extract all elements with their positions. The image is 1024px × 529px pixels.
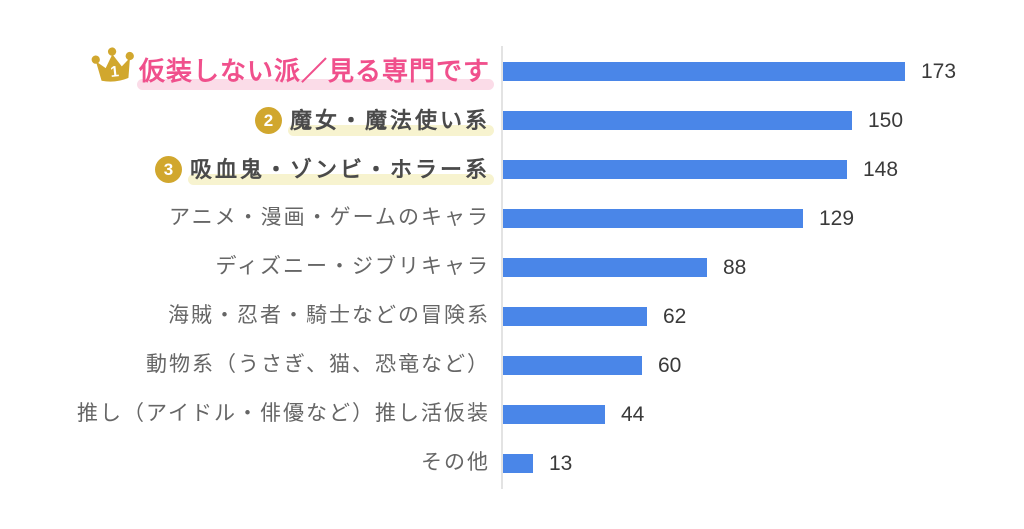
bar-cell: 60 <box>501 354 1024 378</box>
bar-cell: 62 <box>501 305 1024 329</box>
rank-badge-slot: 2 <box>254 107 290 134</box>
chart-row: その他 13 <box>0 439 1024 488</box>
category-label: その他 <box>421 451 490 475</box>
category-label-cell: 動物系（うさぎ、猫、恐竜など） <box>0 352 501 378</box>
category-label: 動物系（うさぎ、猫、恐竜など） <box>146 353 490 377</box>
value-label: 150 <box>868 108 904 132</box>
bar-cell: 13 <box>501 452 1024 476</box>
rank-badge-slot: 3 <box>154 156 190 183</box>
category-label-cell: 2 魔女・魔法使い系 <box>0 107 501 136</box>
bar <box>503 209 803 228</box>
chart-baseline-axis <box>501 46 503 489</box>
category-label: 仮装しない派／見る専門です <box>136 56 495 90</box>
chart-row: ディズニー・ジブリキャラ 88 <box>0 243 1024 292</box>
category-label-cell: 海賊・忍者・騎士などの冒険系 <box>0 303 501 329</box>
category-label: ディズニー・ジブリキャラ <box>215 255 490 279</box>
category-label-cell: 3 吸血鬼・ゾンビ・ホラー系 <box>0 156 501 185</box>
value-label: 148 <box>863 157 899 181</box>
category-label-cell: ディズニー・ジブリキャラ <box>0 254 501 280</box>
chart-rows: 1 仮装しない派／見る専門です 173 2 魔女・魔法使い系 150 3 吸血鬼… <box>0 46 1024 488</box>
value-label: 13 <box>549 451 573 475</box>
rank-badge: 2 <box>254 107 282 134</box>
category-label: 推し（アイドル・俳優など）推し活仮装 <box>77 402 490 426</box>
rank-number: 1 <box>110 63 121 81</box>
value-label: 173 <box>921 59 957 83</box>
value-label: 60 <box>658 353 682 377</box>
crown-rank1-icon: 1 <box>91 46 134 82</box>
chart-row: 2 魔女・魔法使い系 150 <box>0 96 1024 145</box>
category-label-cell: 1 仮装しない派／見る専門です <box>0 46 501 90</box>
value-label: 88 <box>723 255 747 279</box>
chart-row: 動物系（うさぎ、猫、恐竜など） 60 <box>0 341 1024 390</box>
bar <box>503 405 605 424</box>
bar-cell: 150 <box>501 109 1024 133</box>
chart-row: 海賊・忍者・騎士などの冒険系 62 <box>0 292 1024 341</box>
bar <box>503 258 707 277</box>
chart-row: 推し（アイドル・俳優など）推し活仮装 44 <box>0 390 1024 439</box>
rank-badge: 3 <box>154 156 182 183</box>
value-label: 129 <box>819 206 855 230</box>
chart-row: アニメ・漫画・ゲームのキャラ 129 <box>0 194 1024 243</box>
chart-row: 3 吸血鬼・ゾンビ・ホラー系 148 <box>0 145 1024 194</box>
value-label: 62 <box>663 304 687 328</box>
category-label: 魔女・魔法使い系 <box>287 107 495 136</box>
bar-cell: 44 <box>501 403 1024 427</box>
value-label: 44 <box>621 402 645 426</box>
category-label: 吸血鬼・ゾンビ・ホラー系 <box>187 156 495 185</box>
bar <box>503 111 852 130</box>
category-label-cell: その他 <box>0 450 501 476</box>
bar <box>503 454 533 473</box>
bar <box>503 62 905 81</box>
category-label-cell: アニメ・漫画・ゲームのキャラ <box>0 205 501 231</box>
rank-badge-slot: 1 <box>91 46 139 89</box>
category-label: アニメ・漫画・ゲームのキャラ <box>169 206 490 230</box>
bar-cell: 88 <box>501 256 1024 280</box>
bar-cell: 148 <box>501 158 1024 182</box>
category-label-cell: 推し（アイドル・俳優など）推し活仮装 <box>0 401 501 427</box>
bar-cell: 173 <box>501 60 1024 84</box>
category-label: 海賊・忍者・騎士などの冒険系 <box>168 304 490 328</box>
bar <box>503 307 647 326</box>
bar-cell: 129 <box>501 207 1024 231</box>
bar <box>503 160 847 179</box>
bar <box>503 356 642 375</box>
chart-row: 1 仮装しない派／見る専門です 173 <box>0 46 1024 96</box>
